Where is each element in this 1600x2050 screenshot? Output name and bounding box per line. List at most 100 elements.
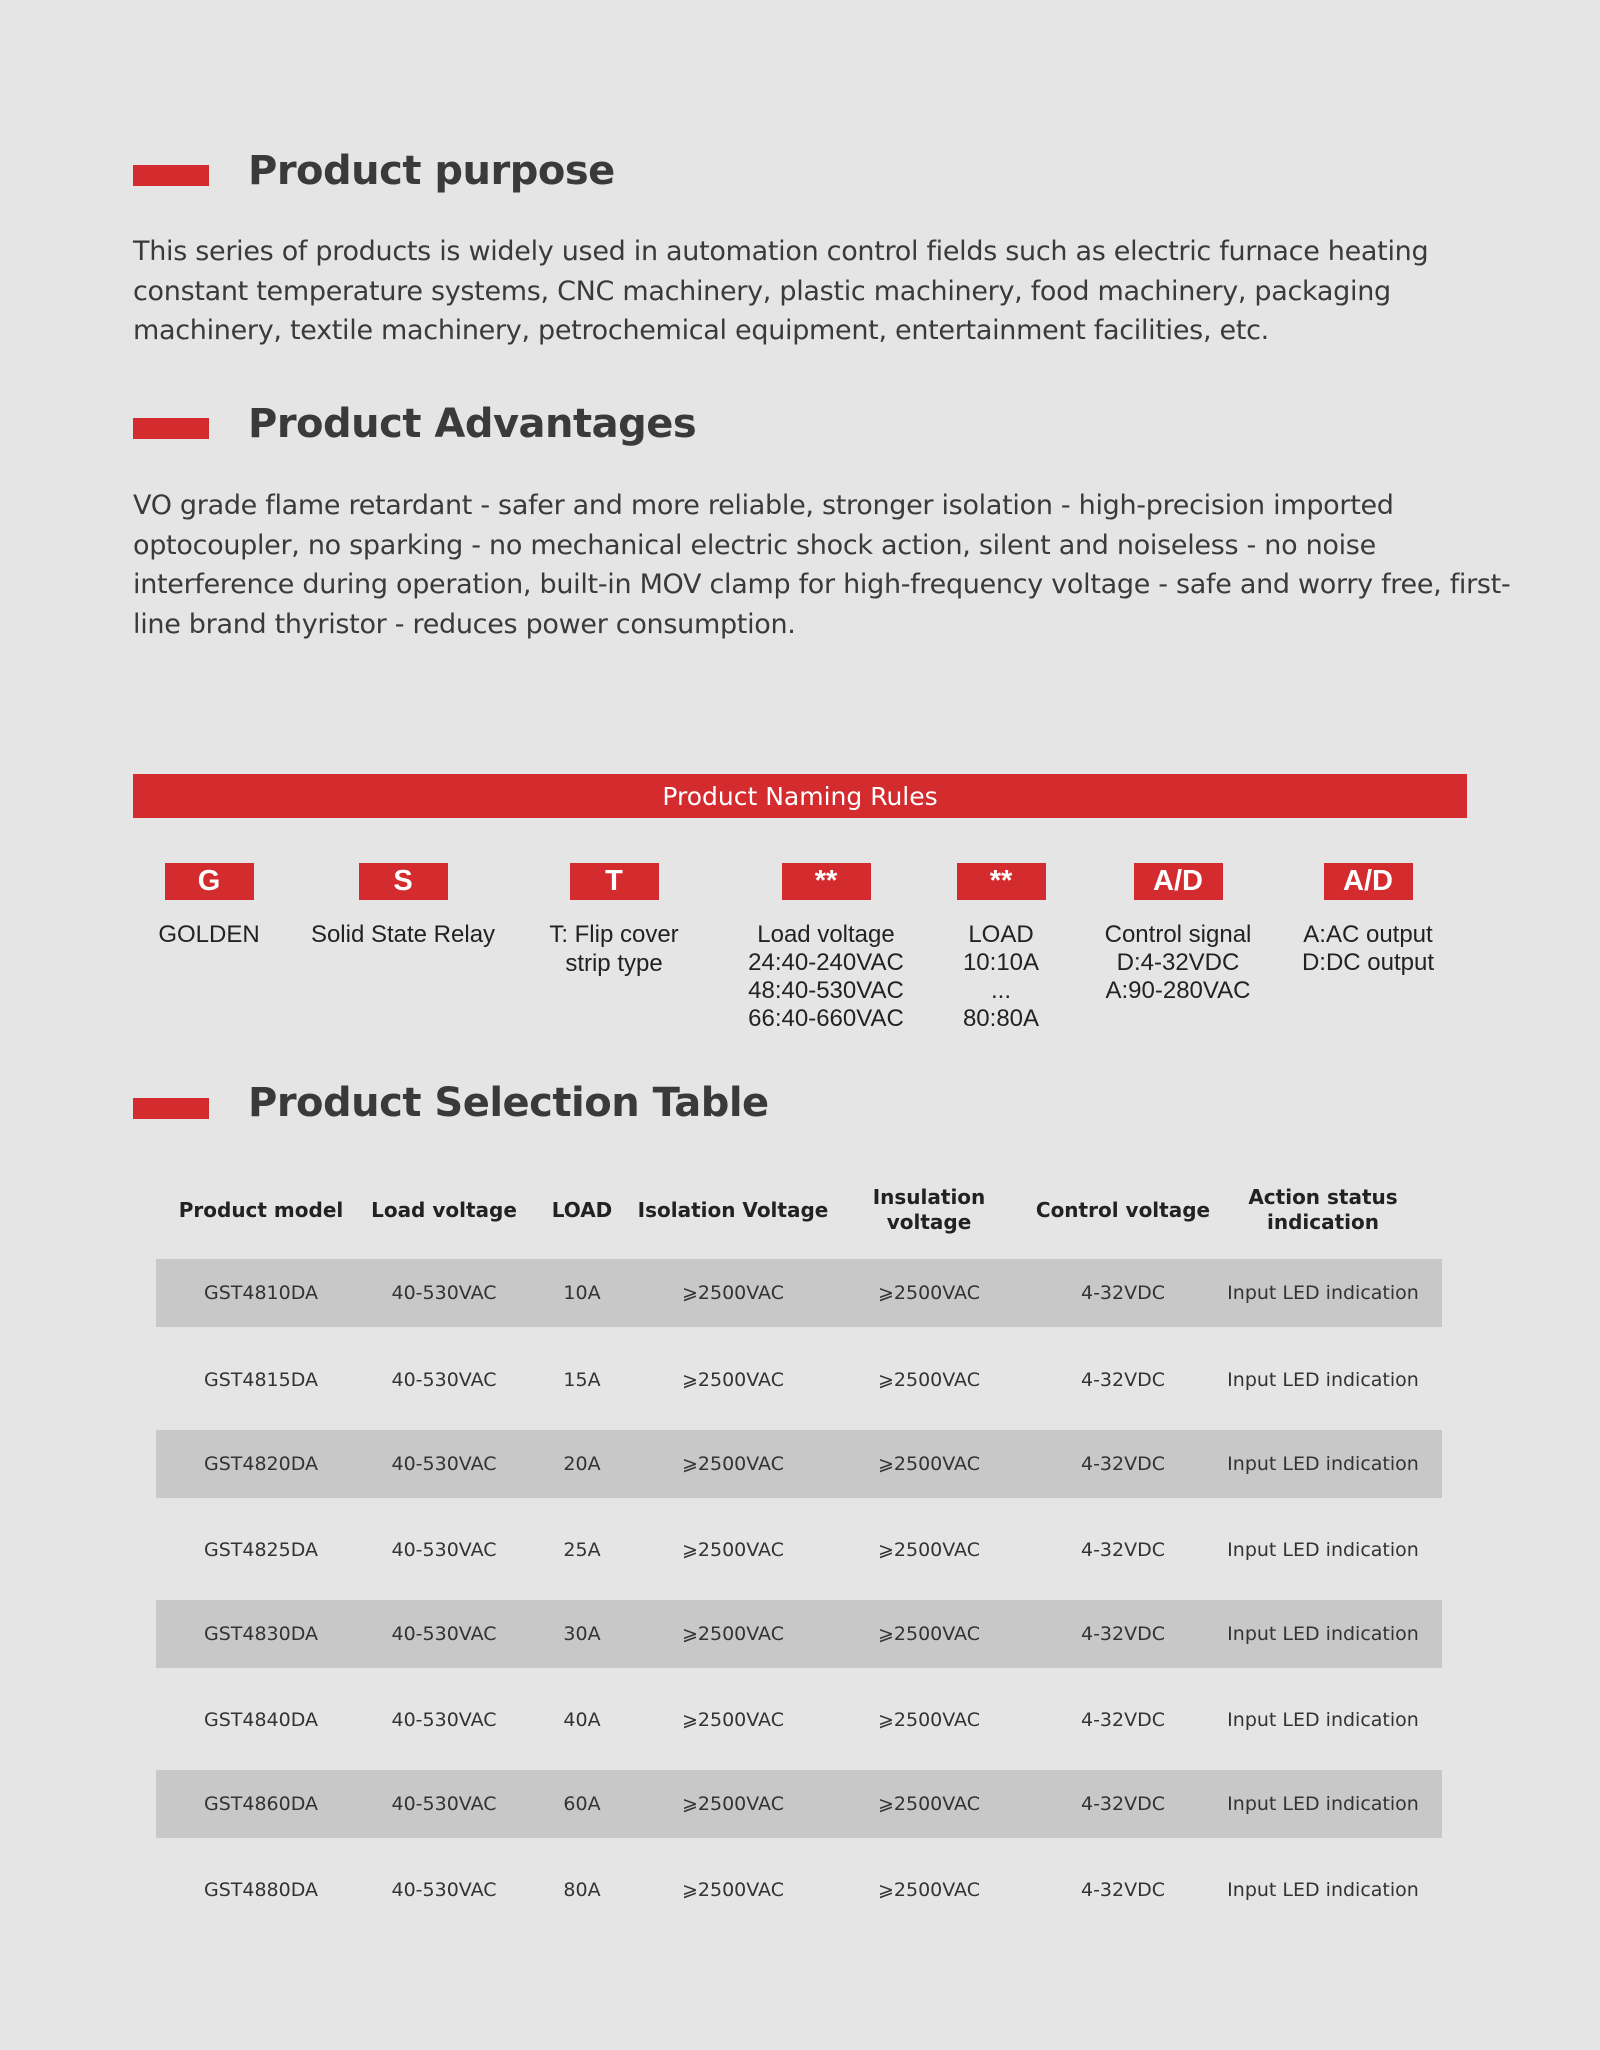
- table-cell: ⩾2500VAC: [878, 1623, 980, 1645]
- table-cell: Input LED indication: [1227, 1453, 1419, 1475]
- table-cell: ⩾2500VAC: [682, 1282, 784, 1304]
- table-cell: 40-530VAC: [391, 1879, 497, 1901]
- table-row: GST4840DA 40-530VAC 40A ⩾2500VAC ⩾2500VAC 4-3…: [156, 1686, 1442, 1754]
- table-cell: 40-530VAC: [391, 1793, 497, 1815]
- naming-code: S Solid State Relay: [308, 863, 498, 949]
- section-title-advantages: Product Advantages: [248, 401, 697, 447]
- table-cell: 4-32VDC: [1080, 1879, 1165, 1901]
- table-cell: Input LED indication: [1227, 1793, 1419, 1815]
- code-label: A:AC output: [1303, 921, 1433, 948]
- code-badge: G: [164, 863, 254, 900]
- table-cell: 25A: [563, 1539, 601, 1561]
- table-cell: 4-32VDC: [1080, 1282, 1165, 1304]
- table-cell: ⩾2500VAC: [878, 1282, 980, 1304]
- table-cell: Input LED indication: [1227, 1879, 1419, 1901]
- table-cell: GST4810DA: [203, 1282, 319, 1304]
- naming-code: ** Load voltage 24:40-240VAC 48:40-530VAC 66…: [731, 863, 921, 1033]
- section-marker: [133, 418, 209, 439]
- table-cell: Input LED indication: [1227, 1709, 1419, 1731]
- code-option: 48:40-530VAC: [748, 977, 904, 1004]
- table-cell: GST4840DA: [203, 1709, 319, 1731]
- table-cell: GST4860DA: [203, 1793, 319, 1815]
- code-label: T: Flip cover strip type: [549, 921, 679, 977]
- naming-code: T T: Flip cover strip type: [519, 863, 709, 978]
- code-badge: T: [569, 863, 659, 900]
- table-cell: 30A: [563, 1623, 601, 1645]
- table-cell: 40A: [563, 1709, 601, 1731]
- code-label: Load voltage: [757, 921, 895, 948]
- section-title-selection: Product Selection Table: [248, 1080, 769, 1126]
- code-label: Solid State Relay: [310, 921, 496, 948]
- table-cell: Input LED indication: [1227, 1623, 1419, 1645]
- table-cell: 40-530VAC: [391, 1623, 497, 1645]
- table-cell: ⩾2500VAC: [682, 1453, 784, 1475]
- column-header: Product model: [178, 1197, 344, 1222]
- table-cell: GST4830DA: [203, 1623, 319, 1645]
- table-cell: ⩾2500VAC: [682, 1879, 784, 1901]
- code-badge: A/D: [1323, 863, 1413, 900]
- table-cell: ⩾2500VAC: [878, 1709, 980, 1731]
- table-cell: Input LED indication: [1227, 1369, 1419, 1391]
- table-row: GST4860DA 40-530VAC 60A ⩾2500VAC ⩾2500VAC 4-3…: [156, 1770, 1442, 1838]
- table-row: GST4815DA 40-530VAC 15A ⩾2500VAC ⩾2500VAC 4-3…: [156, 1346, 1442, 1414]
- code-option: 66:40-660VAC: [748, 1005, 904, 1032]
- naming-rules-banner: Product Naming Rules: [133, 774, 1467, 818]
- table-cell: 4-32VDC: [1080, 1793, 1165, 1815]
- table-cell: GST4820DA: [203, 1453, 319, 1475]
- section-title-purpose: Product purpose: [248, 148, 615, 194]
- table-cell: 10A: [563, 1282, 601, 1304]
- table-row: GST4820DA 40-530VAC 20A ⩾2500VAC ⩾2500VAC 4-3…: [156, 1430, 1442, 1498]
- table-cell: Input LED indication: [1227, 1282, 1419, 1304]
- table-cell: 40-530VAC: [391, 1282, 497, 1304]
- table-cell: 4-32VDC: [1080, 1623, 1165, 1645]
- table-cell: GST4815DA: [203, 1369, 319, 1391]
- table-cell: 40-530VAC: [391, 1453, 497, 1475]
- table-cell: 4-32VDC: [1080, 1539, 1165, 1561]
- table-header: Product model Load voltage LOAD Isolation V…: [156, 1180, 1442, 1240]
- code-label: Control signal: [1104, 921, 1252, 948]
- code-badge: S: [358, 863, 448, 900]
- table-cell: ⩾2500VAC: [682, 1709, 784, 1731]
- code-option: ...: [990, 977, 1011, 1004]
- table-cell: ⩾2500VAC: [682, 1793, 784, 1815]
- table-cell: ⩾2500VAC: [878, 1793, 980, 1815]
- table-cell: ⩾2500VAC: [878, 1369, 980, 1391]
- table-row: GST4810DA 40-530VAC 10A ⩾2500VAC ⩾2500VAC 4-3…: [156, 1259, 1442, 1327]
- table-cell: 20A: [563, 1453, 601, 1475]
- code-option: 24:40-240VAC: [748, 949, 904, 976]
- table-cell: 80A: [563, 1879, 601, 1901]
- table-row: GST4830DA 40-530VAC 30A ⩾2500VAC ⩾2500VAC 4-3…: [156, 1600, 1442, 1668]
- advantages-text: VO grade flame retardant - safer and mor…: [133, 490, 1511, 640]
- naming-code: G GOLDEN: [114, 863, 304, 949]
- table-cell: 4-32VDC: [1080, 1709, 1165, 1731]
- table-cell: 60A: [563, 1793, 601, 1815]
- code-badge: **: [781, 863, 871, 900]
- code-option: D:DC output: [1301, 949, 1435, 976]
- code-option: 10:10A: [962, 949, 1040, 976]
- code-option: 80:80A: [962, 1005, 1040, 1032]
- code-badge: **: [956, 863, 1046, 900]
- column-header: Isolation Voltage: [637, 1197, 829, 1222]
- table-cell: 40-530VAC: [391, 1709, 497, 1731]
- naming-rules-title: Product Naming Rules: [662, 781, 938, 811]
- table-cell: ⩾2500VAC: [682, 1539, 784, 1561]
- table-cell: ⩾2500VAC: [682, 1369, 784, 1391]
- table-cell: ⩾2500VAC: [878, 1539, 980, 1561]
- purpose-text: This series of products is widely used i…: [133, 236, 1429, 346]
- table-cell: ⩾2500VAC: [682, 1623, 784, 1645]
- code-badge: A/D: [1133, 863, 1223, 900]
- product-selection-table: Product model Load voltage LOAD Isolation V…: [156, 1180, 1442, 1924]
- naming-code: A/D Control signal D:4-32VDC A:90-280VAC: [1083, 863, 1273, 1005]
- code-label: LOAD: [968, 921, 1034, 948]
- code-option: A:90-280VAC: [1105, 977, 1251, 1004]
- naming-code: A/D A:AC output D:DC output: [1273, 863, 1463, 977]
- column-header: LOAD: [551, 1197, 613, 1222]
- section-marker: [133, 1098, 209, 1119]
- table-cell: 4-32VDC: [1080, 1369, 1165, 1391]
- table-row: GST4825DA 40-530VAC 25A ⩾2500VAC ⩾2500VAC 4-3…: [156, 1516, 1442, 1584]
- table-cell: ⩾2500VAC: [878, 1453, 980, 1475]
- code-option: D:4-32VDC: [1116, 949, 1240, 976]
- table-cell: 40-530VAC: [391, 1369, 497, 1391]
- column-header: Insulation voltage: [872, 1185, 986, 1234]
- table-cell: 40-530VAC: [391, 1539, 497, 1561]
